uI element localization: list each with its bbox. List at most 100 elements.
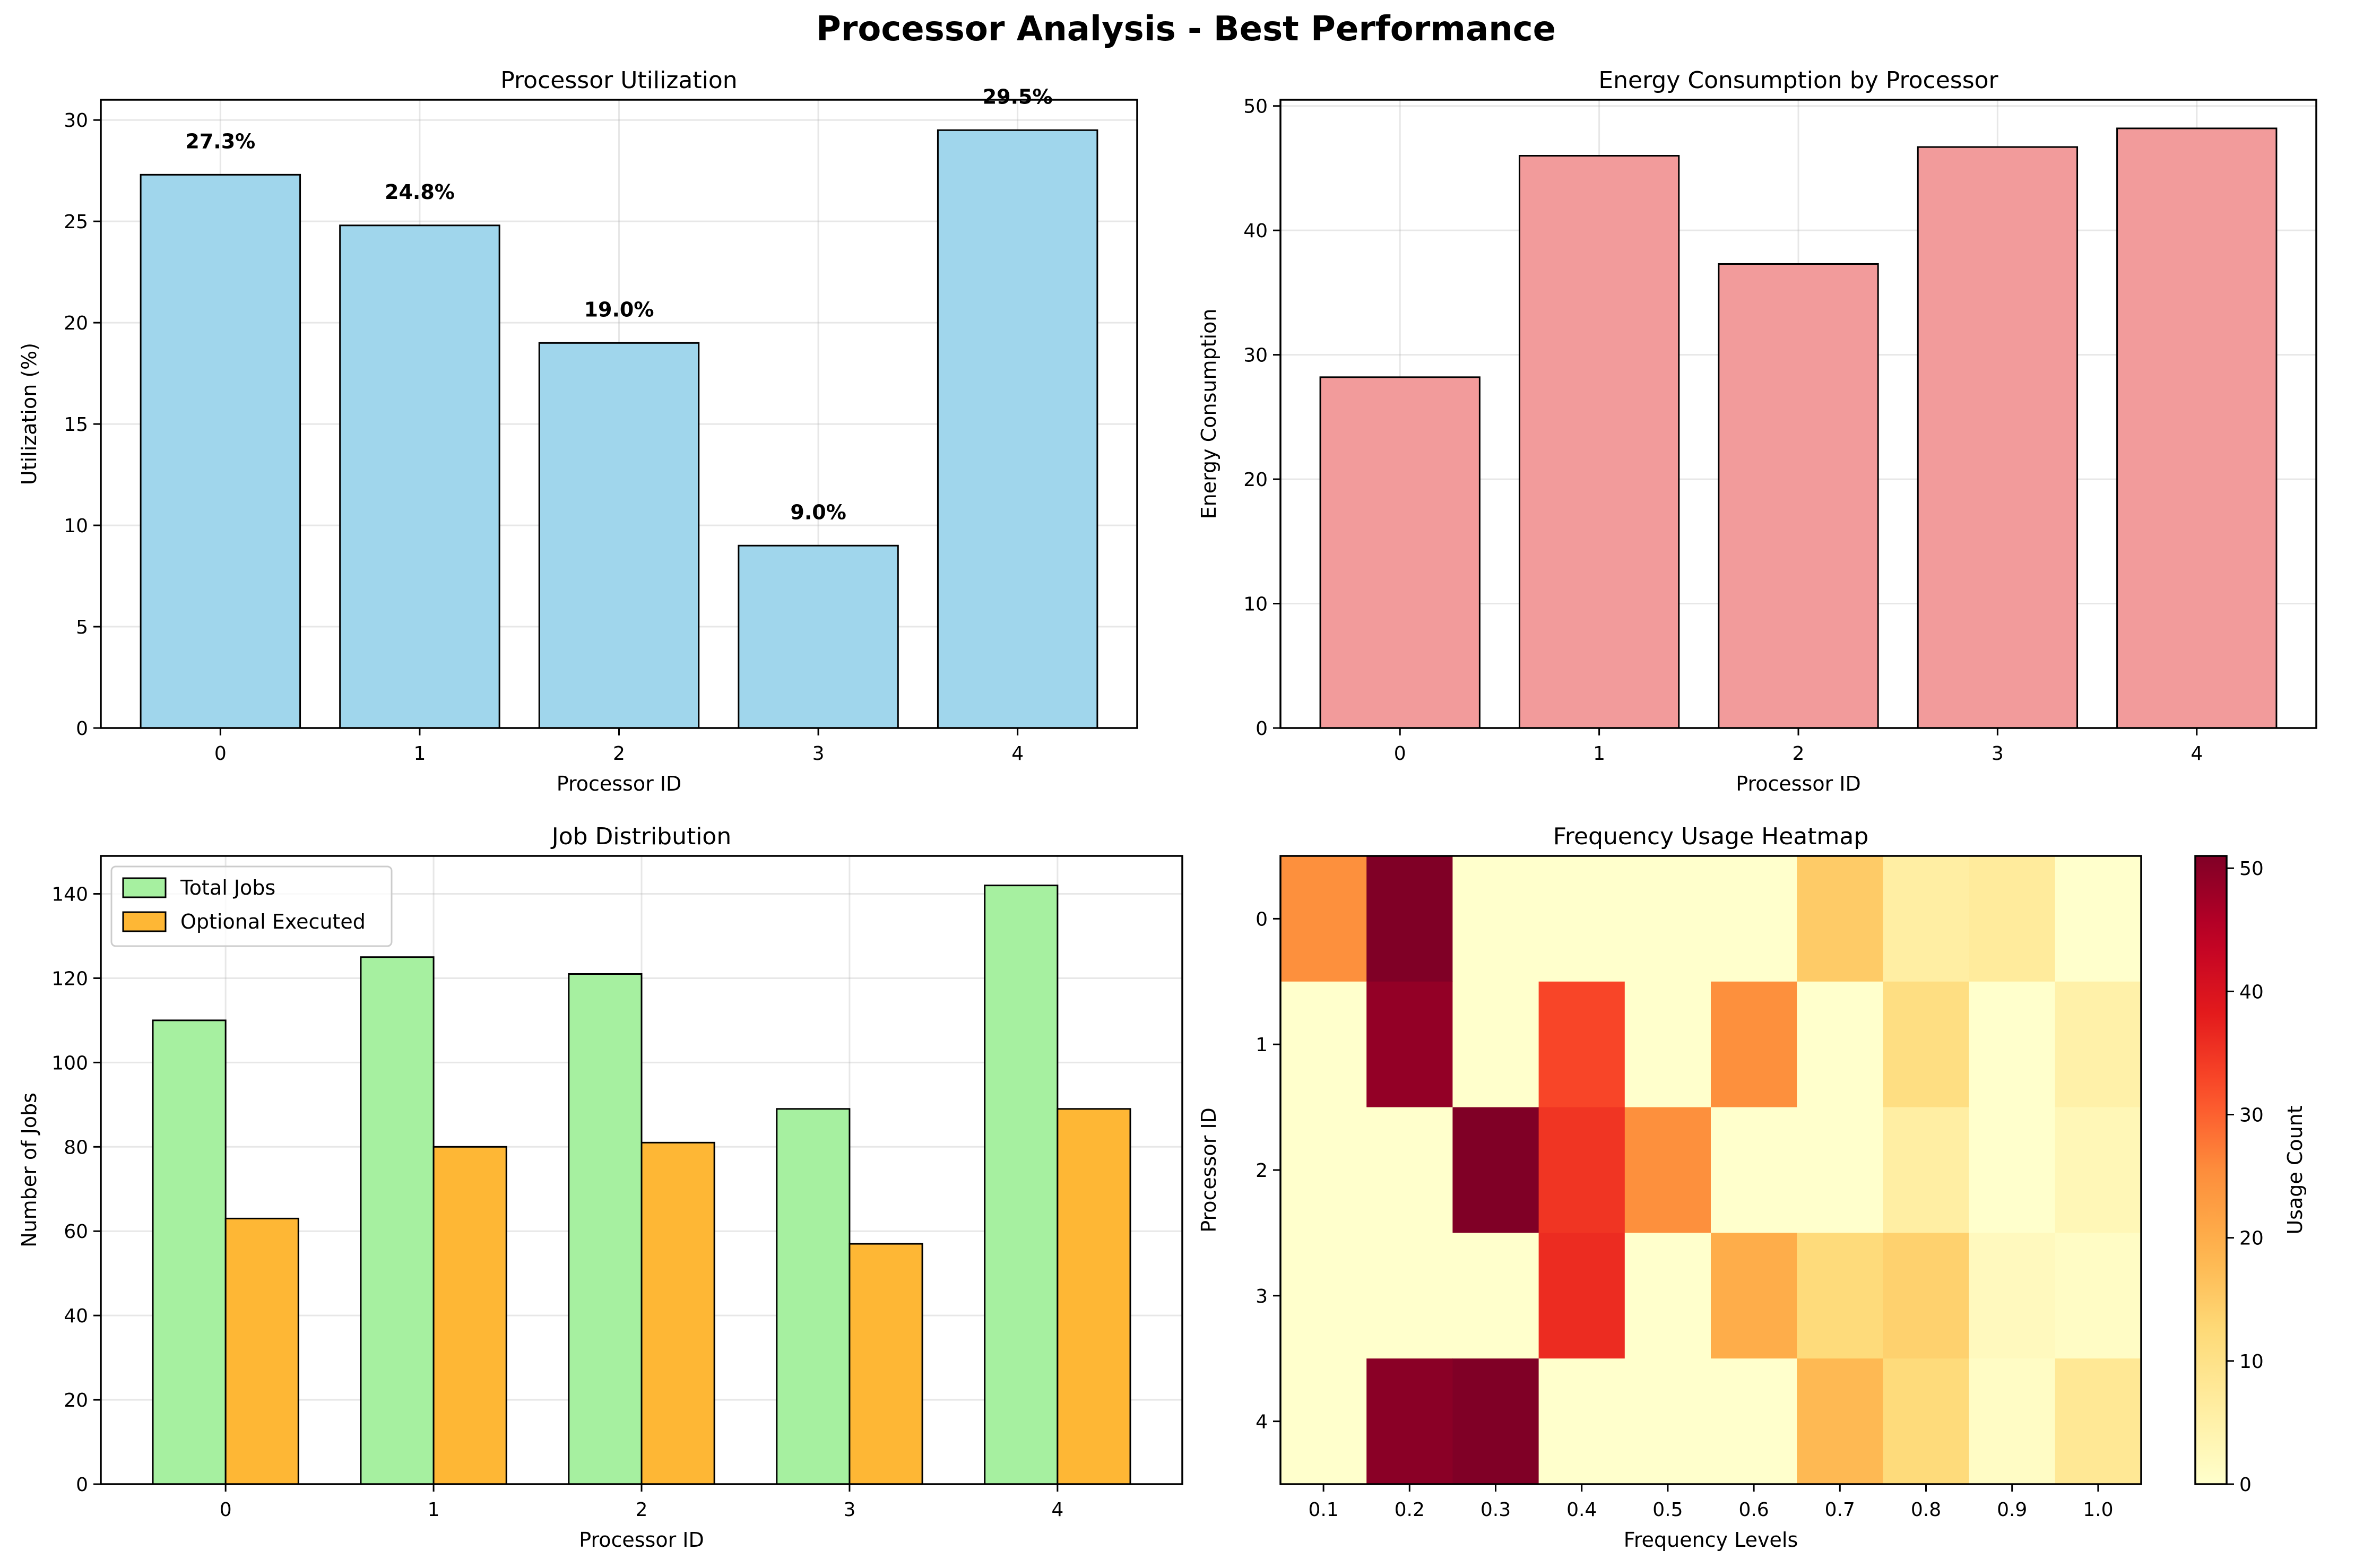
chart1-xtick-label: 2 <box>613 743 625 765</box>
chart4-cell-p2-f0.2 <box>1366 1107 1453 1233</box>
chart2-bar-0 <box>1319 376 1481 729</box>
chart2-ytick-label: 40 <box>1243 220 1268 242</box>
chart4-cell-p1-f0.8 <box>1883 981 1970 1108</box>
chart3-legend-label-optional: Optional Executed <box>180 910 366 933</box>
chart4-cell-p4-f1.0 <box>2055 1358 2142 1485</box>
chart1-data-label-0: 27.3% <box>185 129 255 153</box>
chart1-bar-3 <box>738 544 899 729</box>
chart1-panel: 27.3% 24.8% 19.0% 9.0% 29.5% 0 5 10 15 20 25 30 0 1 2 3… <box>18 67 1138 795</box>
chart2-xtick-label: 2 <box>1793 743 1805 765</box>
chart4-cell-p3-f0.3 <box>1452 1233 1539 1359</box>
chart4-ylabel: Processor ID <box>1197 1107 1220 1233</box>
chart1-ytick-label: 20 <box>64 313 88 334</box>
chart4-cell-p4-f0.5 <box>1624 1358 1711 1485</box>
chart4-title: Frequency Usage Heatmap <box>1553 823 1869 850</box>
chart3-xtick-label: 1 <box>428 1499 440 1521</box>
chart3-bar-total-1 <box>360 956 435 1485</box>
chart3-xlabel: Processor ID <box>579 1528 704 1552</box>
chart4-xtick-label: 0.8 <box>1911 1499 1941 1521</box>
chart3-xtick-label: 0 <box>220 1499 232 1521</box>
chart4-xtick-label: 0.3 <box>1481 1499 1511 1521</box>
chart4-cell-p3-f0.1 <box>1280 1233 1367 1359</box>
chart4-cell-p3-f0.4 <box>1538 1233 1625 1359</box>
chart1-ytick-label: 10 <box>64 515 88 537</box>
colorbar-tick-label: 10 <box>2239 1351 2264 1373</box>
chart2-bar-2 <box>1718 263 1879 729</box>
chart2-ytick-label: 50 <box>1243 96 1268 118</box>
chart2-xlabel: Processor ID <box>1736 772 1861 795</box>
chart4-xtick-label: 0.4 <box>1566 1499 1597 1521</box>
chart2-bar-1 <box>1518 155 1680 729</box>
figure-title: Processor Analysis - Best Performance <box>816 10 1556 49</box>
colorbar-tick-label: 40 <box>2239 981 2264 1003</box>
chart4-cell-p3-f0.8 <box>1883 1233 1970 1359</box>
chart1-data-label-1: 24.8% <box>385 180 455 204</box>
colorbar: 0 10 20 30 40 50 Usage Count <box>2194 855 2307 1496</box>
colorbar-frame <box>2194 855 2228 1485</box>
chart4-cell-p3-f0.6 <box>1711 1233 1797 1359</box>
chart4-cell-p0-f1.0 <box>2055 856 2142 982</box>
chart1-data-label-2: 19.0% <box>584 298 654 321</box>
chart1-ytick-label: 5 <box>76 617 88 638</box>
chart4-cell-p1-f0.3 <box>1452 981 1539 1108</box>
chart4-cell-p3-f1.0 <box>2055 1233 2142 1359</box>
chart4-xtick-label: 0.5 <box>1652 1499 1683 1521</box>
chart2-panel: 0 10 20 30 40 50 0 1 2 3 4 Energy Consumption by Pr… <box>1197 67 2317 795</box>
chart2-title: Energy Consumption by Processor <box>1598 67 1998 94</box>
chart4-cell-p3-f0.9 <box>1969 1233 2056 1359</box>
chart4-cell-p3-f0.7 <box>1797 1233 1883 1359</box>
chart4-cell-p4-f0.4 <box>1538 1358 1625 1485</box>
chart4-cell-p0-f0.4 <box>1538 856 1625 982</box>
chart2-xtick-label: 3 <box>1992 743 2004 765</box>
chart3-bar-total-0 <box>152 1019 227 1485</box>
chart4-cell-p2-f0.9 <box>1969 1107 2056 1233</box>
chart3-ytick-label: 20 <box>64 1390 88 1411</box>
chart4-cell-p2-f0.6 <box>1711 1107 1797 1233</box>
chart4-ytick-label: 2 <box>1256 1160 1268 1182</box>
chart4-cell-p2-f0.3 <box>1452 1107 1539 1233</box>
chart4-cell-p0-f0.1 <box>1280 856 1367 982</box>
chart4-cell-p0-f0.3 <box>1452 856 1539 982</box>
colorbar-tick-label: 30 <box>2239 1105 2264 1127</box>
chart3-legend-swatch-optional <box>122 911 167 932</box>
chart1-xlabel: Processor ID <box>557 772 682 795</box>
chart2-xtick-label: 4 <box>2191 743 2203 765</box>
colorbar-tick-label: 20 <box>2239 1228 2264 1250</box>
chart3-ytick-label: 120 <box>51 968 88 990</box>
chart4-cell-p1-f0.4 <box>1538 981 1625 1108</box>
chart4-xtick-label: 0.1 <box>1308 1499 1338 1521</box>
chart4-cell-p0-f0.6 <box>1711 856 1797 982</box>
chart4-ytick-label: 4 <box>1256 1411 1268 1433</box>
chart4-ytick-label: 3 <box>1256 1286 1268 1307</box>
chart2-ytick-label: 0 <box>1256 718 1268 740</box>
chart4-xlabel: Frequency Levels <box>1624 1528 1798 1552</box>
chart3-legend-swatch-total <box>122 877 167 898</box>
chart3-legend-label-total: Total Jobs <box>180 876 275 899</box>
chart4-cell-p2-f0.5 <box>1624 1107 1711 1233</box>
chart4-cell-p4-f0.1 <box>1280 1358 1367 1485</box>
chart1-bar-2 <box>538 342 700 729</box>
chart4-cell-p4-f0.3 <box>1452 1358 1539 1485</box>
chart2-ytick-label: 30 <box>1243 345 1268 367</box>
chart4-cell-p0-f0.2 <box>1366 856 1453 982</box>
chart4-cell-p1-f1.0 <box>2055 981 2142 1108</box>
colorbar-tick-label: 0 <box>2239 1474 2252 1496</box>
chart1-xtick-label: 1 <box>413 743 426 765</box>
chart1-xtick-label: 4 <box>1011 743 1024 765</box>
chart1-title: Processor Utilization <box>500 67 737 94</box>
chart4-cell-p1-f0.9 <box>1969 981 2056 1108</box>
chart1-ytick-label: 30 <box>64 110 88 132</box>
colorbar-tick-label: 50 <box>2239 858 2264 880</box>
colorbar-gradient <box>2195 856 2227 1484</box>
chart1-bar-1 <box>339 224 500 729</box>
chart4-cell-p2-f0.8 <box>1883 1107 1970 1233</box>
chart1-xtick-label: 3 <box>812 743 825 765</box>
chart4-cell-p2-f0.1 <box>1280 1107 1367 1233</box>
chart4-cell-p1-f0.5 <box>1624 981 1711 1108</box>
chart3-ytick-label: 100 <box>51 1052 88 1074</box>
chart1-ytick-label: 25 <box>64 211 88 233</box>
chart1-xtick-label: 0 <box>214 743 227 765</box>
chart4-cell-p4-f0.8 <box>1883 1358 1970 1485</box>
chart4-xtick-label: 0.2 <box>1395 1499 1425 1521</box>
chart3-ytick-label: 80 <box>64 1137 88 1158</box>
